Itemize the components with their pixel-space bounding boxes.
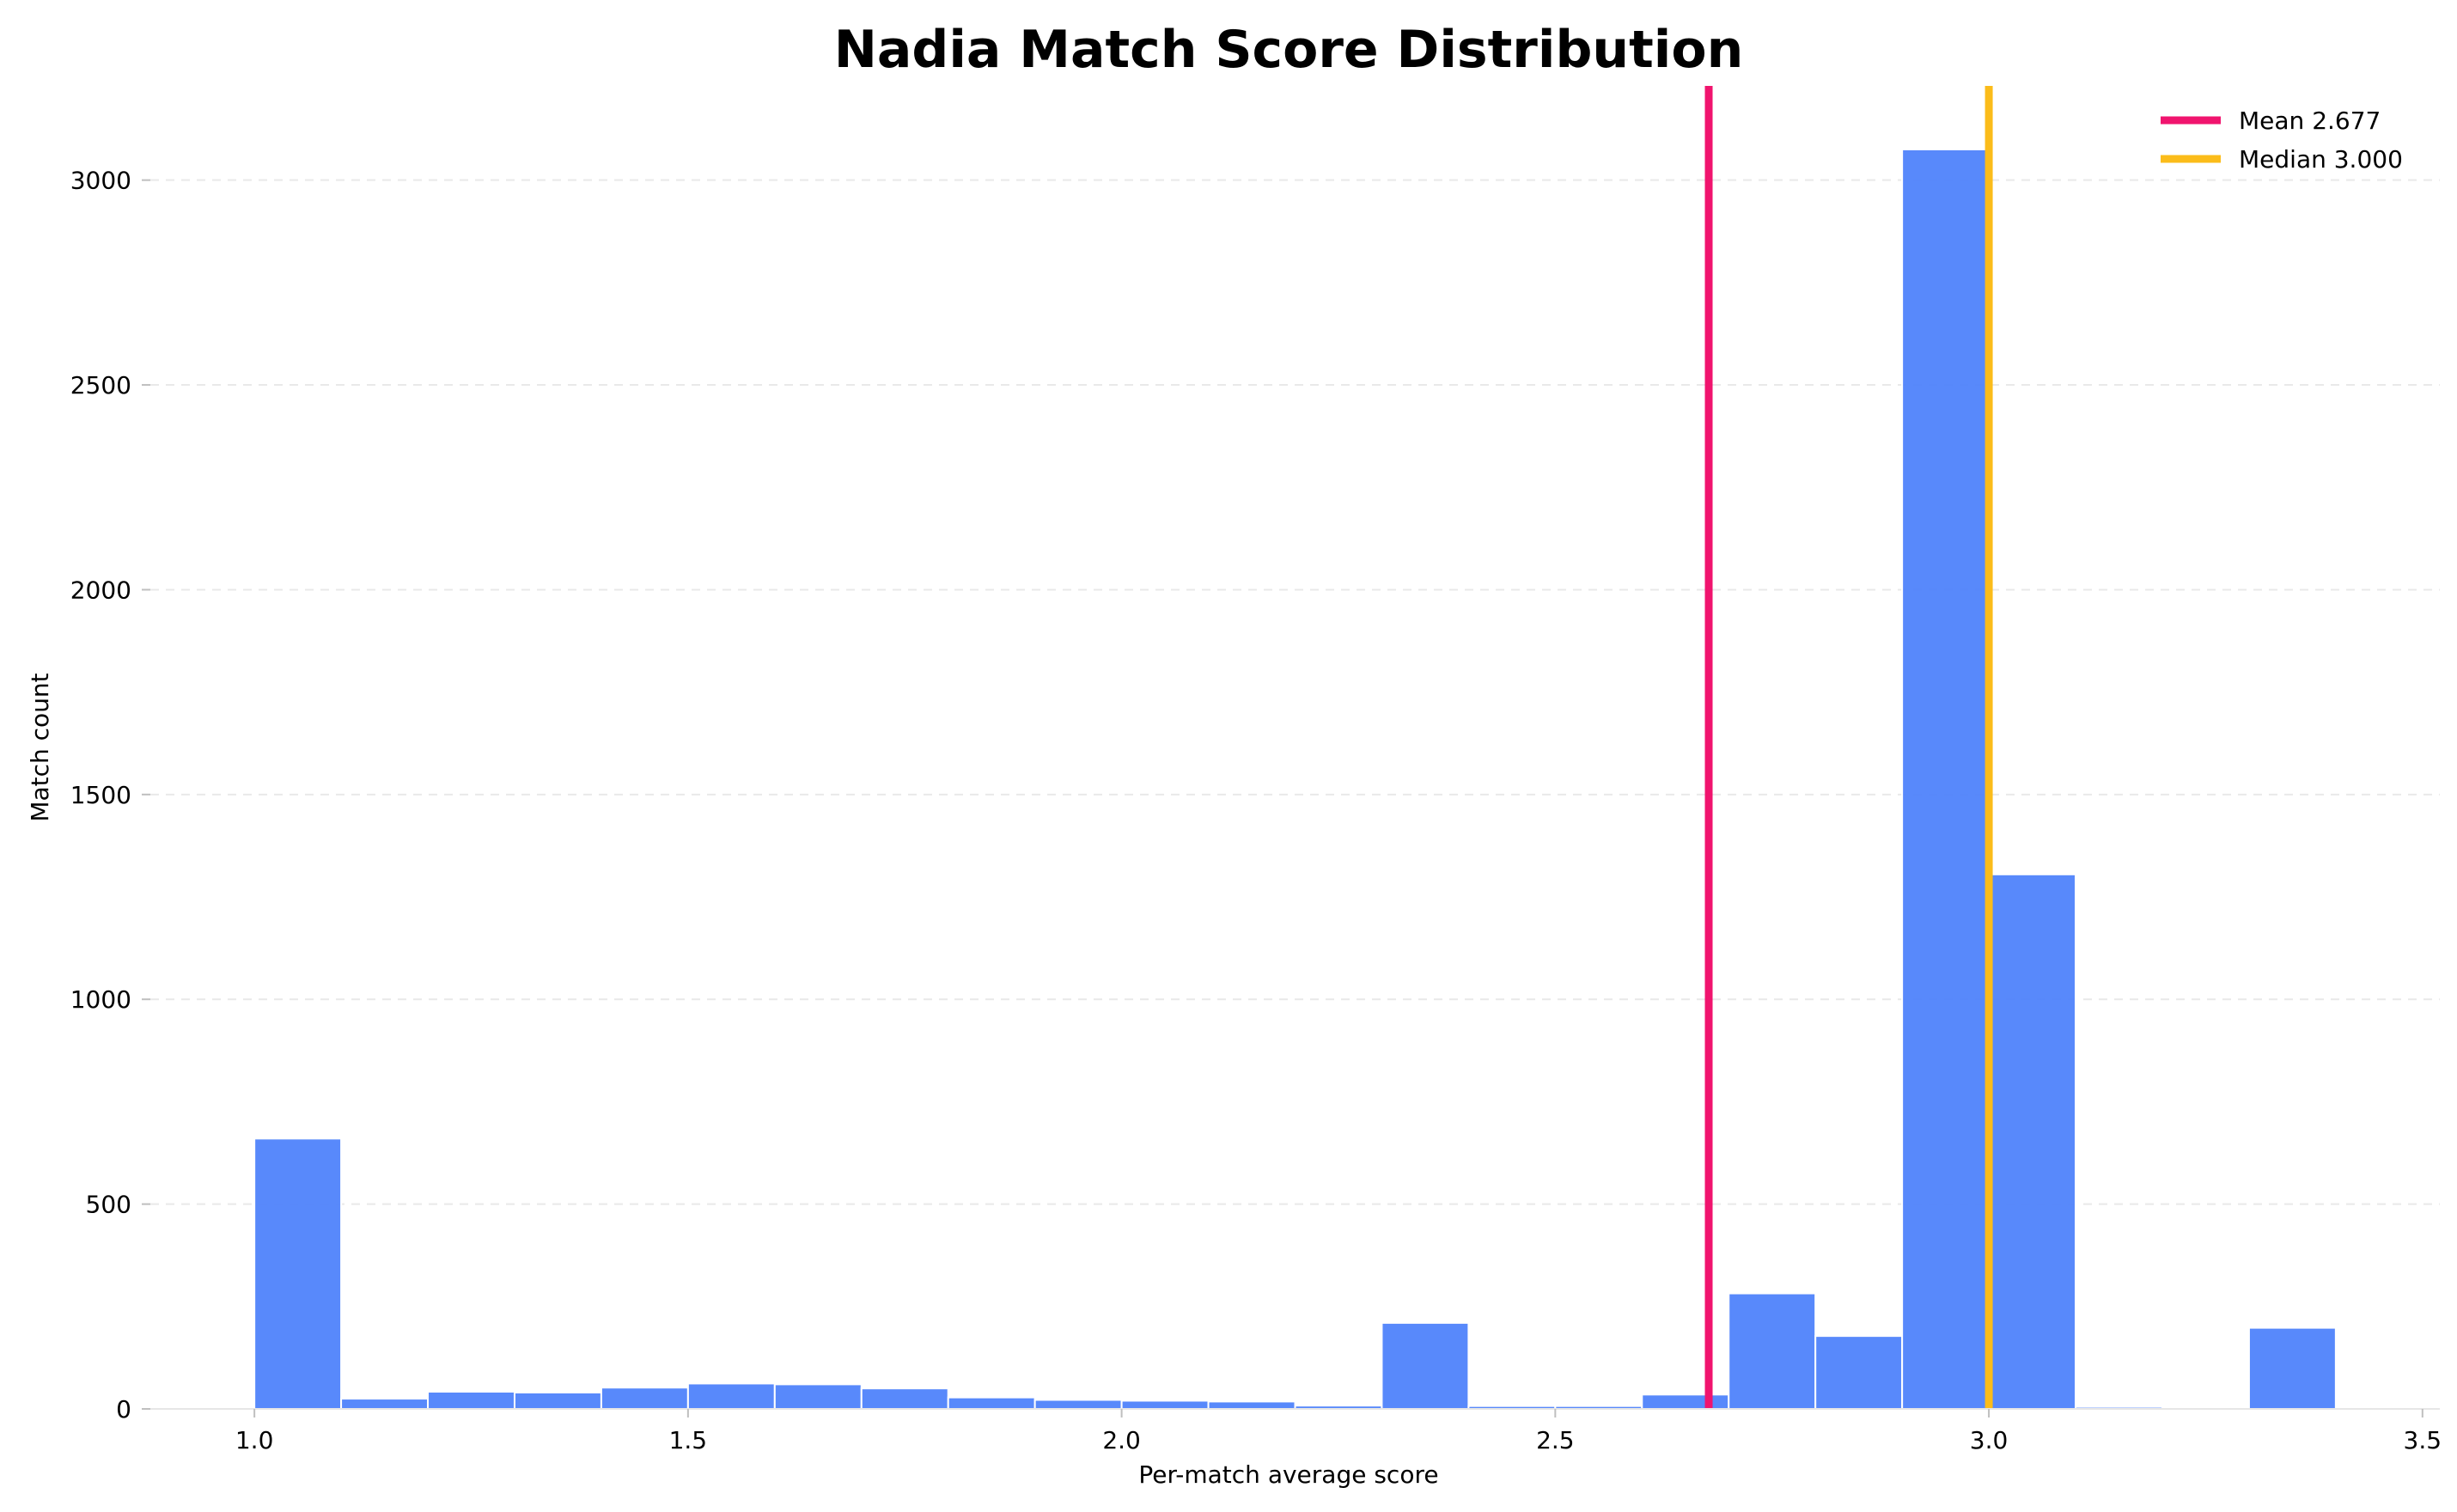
histogram-bar: [1988, 873, 2077, 1410]
histogram-bar: [1728, 1292, 1817, 1410]
legend: Mean 2.677 Median 3.000: [2161, 107, 2403, 174]
legend-median-label: Median 3.000: [2239, 145, 2403, 174]
tick-labels: 1.0 1.5 2.0 2.5 3.0 3.5 0 500 1000 1500 2000 2500 30…: [70, 167, 2442, 1454]
histogram-bars: [253, 148, 2337, 1411]
histogram-bar: [600, 1387, 689, 1410]
histogram-bar: [773, 1383, 863, 1410]
y-tick-label: 2000: [70, 576, 131, 604]
chart-title: Nadia Match Score Distribution: [834, 20, 1744, 80]
histogram-bar: [686, 1382, 776, 1410]
y-tick-label: 500: [86, 1191, 131, 1219]
histogram-bar: [1901, 148, 1991, 1411]
x-axis-label: Per-match average score: [1138, 1460, 1438, 1489]
y-tick-label: 3000: [70, 167, 131, 195]
histogram-bar: [1033, 1399, 1123, 1411]
histogram-bar: [253, 1137, 343, 1410]
y-axis-label: Match count: [26, 673, 54, 821]
gridlines: [150, 179, 2440, 1205]
reference-lines: [1704, 86, 1993, 1409]
y-tick-label: 2500: [70, 371, 131, 399]
histogram-bar: [340, 1398, 430, 1410]
histogram-bar: [1641, 1393, 1730, 1411]
x-tick-label: 3.0: [1970, 1426, 2009, 1454]
histogram-bar: [513, 1391, 602, 1411]
histogram-bar: [1207, 1400, 1296, 1411]
histogram-bar: [1814, 1335, 1904, 1411]
x-tick-label: 2.5: [1536, 1426, 1575, 1454]
histogram-bar: [427, 1390, 515, 1410]
x-tick-label: 2.0: [1102, 1426, 1141, 1454]
y-tick-label: 1500: [70, 781, 131, 809]
histogram-bar: [860, 1387, 949, 1411]
y-tick-label: 1000: [70, 985, 131, 1014]
histogram-bar: [1381, 1321, 1470, 1411]
y-tick-label: 0: [116, 1395, 131, 1424]
histogram-bar: [2247, 1326, 2337, 1411]
x-tick-label: 3.5: [2404, 1426, 2442, 1454]
histogram-bar: [1120, 1399, 1210, 1410]
legend-mean-label: Mean 2.677: [2239, 107, 2381, 135]
x-tick-label: 1.5: [669, 1426, 708, 1454]
x-tick-label: 1.0: [235, 1426, 274, 1454]
histogram-bar: [947, 1396, 1036, 1410]
